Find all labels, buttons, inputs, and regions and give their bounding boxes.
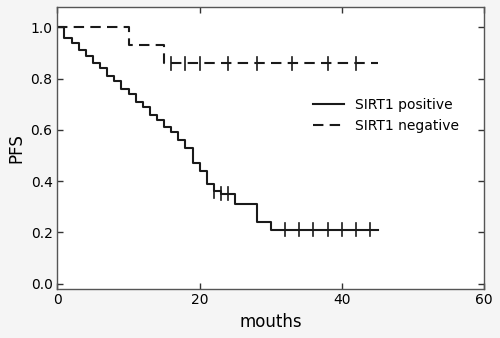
SIRT1 negative xyxy=(54,25,60,29)
SIRT1 positive xyxy=(196,169,202,173)
SIRT1 positive xyxy=(112,79,117,83)
SIRT1 positive xyxy=(225,192,231,196)
SIRT1 positive xyxy=(54,25,60,29)
SIRT1 negative xyxy=(161,61,167,65)
SIRT1 positive xyxy=(260,220,266,224)
Line: SIRT1 positive: SIRT1 positive xyxy=(58,27,378,230)
Legend: SIRT1 positive, SIRT1 negative: SIRT1 positive, SIRT1 negative xyxy=(308,93,464,139)
SIRT1 positive xyxy=(97,66,103,70)
SIRT1 positive xyxy=(76,48,82,52)
Line: SIRT1 negative: SIRT1 negative xyxy=(58,27,378,63)
SIRT1 positive xyxy=(246,202,252,206)
SIRT1 positive xyxy=(132,100,138,104)
SIRT1 positive xyxy=(68,41,74,45)
SIRT1 positive xyxy=(118,87,124,91)
SIRT1 positive xyxy=(204,182,210,186)
Y-axis label: PFS: PFS xyxy=(7,133,25,163)
SIRT1 positive xyxy=(90,61,96,65)
SIRT1 negative xyxy=(126,43,132,47)
SIRT1 positive xyxy=(140,105,145,109)
SIRT1 positive xyxy=(161,125,167,129)
SIRT1 positive xyxy=(218,192,224,196)
SIRT1 positive xyxy=(268,228,274,232)
SIRT1 positive xyxy=(211,189,217,193)
SIRT1 negative xyxy=(374,61,380,65)
SIRT1 positive xyxy=(126,92,132,96)
X-axis label: mouths: mouths xyxy=(240,313,302,331)
SIRT1 negative xyxy=(90,25,96,29)
SIRT1 positive xyxy=(147,113,153,117)
SIRT1 positive xyxy=(154,118,160,122)
SIRT1 positive xyxy=(176,138,182,142)
SIRT1 positive xyxy=(190,161,196,165)
SIRT1 positive xyxy=(275,228,281,232)
SIRT1 positive xyxy=(182,146,188,150)
SIRT1 positive xyxy=(374,228,380,232)
SIRT1 positive xyxy=(62,35,68,40)
SIRT1 positive xyxy=(104,74,110,78)
SIRT1 positive xyxy=(83,53,89,57)
SIRT1 positive xyxy=(240,202,246,206)
SIRT1 positive xyxy=(168,130,174,135)
SIRT1 positive xyxy=(254,220,260,224)
SIRT1 positive xyxy=(232,202,238,206)
